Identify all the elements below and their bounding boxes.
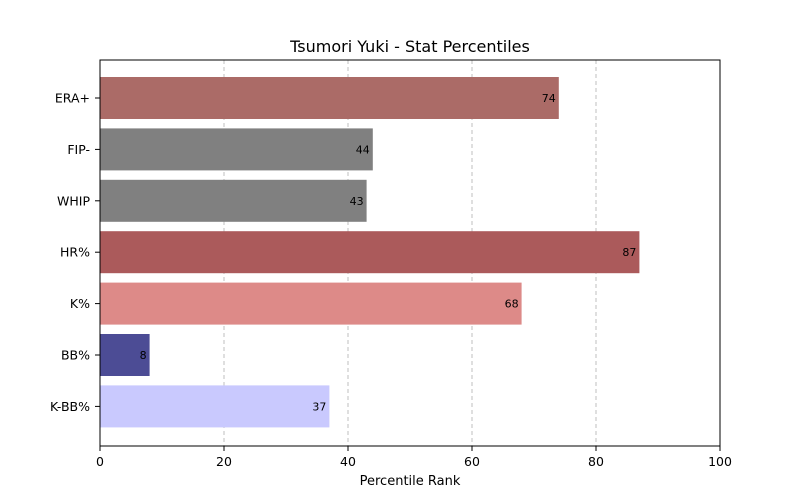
y-tick-label: WHIP [57,193,90,208]
x-tick-label: 20 [216,454,232,469]
plot-frame [99,59,721,447]
y-tick-label: BB% [61,348,90,363]
bar [100,128,373,171]
y-tick-label: K-BB% [50,399,90,414]
x-tick-label: 60 [464,454,480,469]
bar-value-label: 43 [350,195,364,208]
x-axis-label: Percentile Rank [360,474,461,489]
bar [100,334,150,376]
bar-value-label: 68 [505,298,519,311]
bar [100,282,522,325]
bar [100,231,640,274]
bar-value-label: 74 [542,92,556,105]
y-tick-label: FIP- [67,142,90,157]
x-tick-label: 0 [96,454,104,469]
bar-value-label: 8 [140,349,147,362]
x-axis-ticks: 0 20 40 60 80 100 [96,446,732,469]
bar [100,77,559,119]
bars: 74 44 43 87 68 8 37 [100,77,640,428]
bar-value-label: 87 [622,246,636,259]
x-tick-label: 100 [708,454,732,469]
x-tick-label: 40 [340,454,356,469]
y-axis-ticks: ERA+ FIP- WHIP HR% K% BB% K-BB% [50,91,100,414]
bar-value-label: 37 [312,400,326,413]
bar [100,179,367,222]
y-tick-label: ERA+ [55,91,90,106]
x-tick-label: 80 [588,454,604,469]
chart-title: Tsumori Yuki - Stat Percentiles [289,37,530,56]
bar [100,385,330,428]
y-tick-label: HR% [60,245,90,260]
y-tick-label: K% [70,296,90,311]
bar-value-label: 44 [356,143,370,156]
